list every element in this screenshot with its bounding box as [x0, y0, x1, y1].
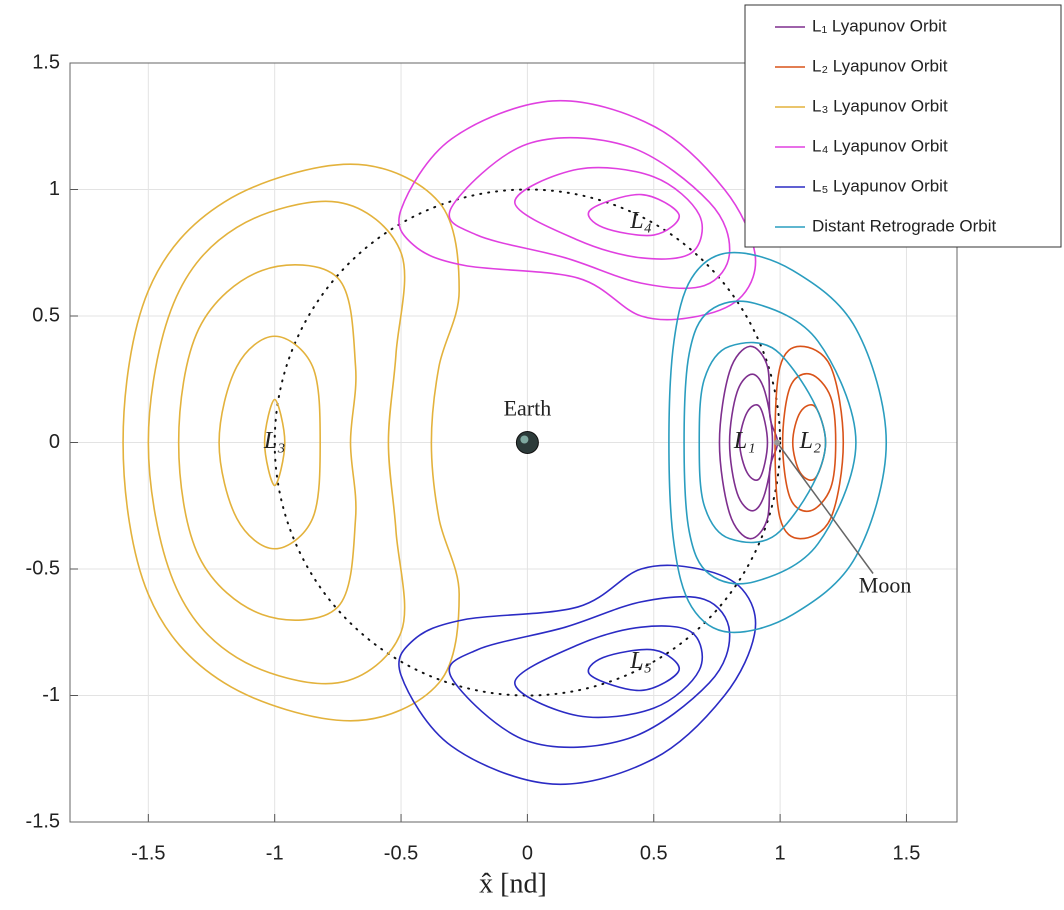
orbit — [398, 564, 757, 786]
x-tick-label: 0.5 — [640, 842, 668, 864]
lagrange-label: L₂ — [799, 428, 822, 454]
reference-circle — [273, 188, 782, 697]
orbit — [263, 398, 286, 487]
x-tick-label: -0.5 — [384, 842, 418, 864]
orbit — [513, 625, 703, 719]
orbit — [698, 341, 827, 544]
leader-line — [776, 442, 874, 574]
orbit — [668, 251, 888, 634]
y-tick-label: -1 — [42, 684, 60, 706]
orbit — [683, 300, 857, 585]
legend-label: L₃ Lyapunov Orbit — [812, 96, 948, 115]
legend-label: Distant Retrograde Orbit — [812, 216, 997, 235]
y-tick-label: 0.5 — [32, 304, 60, 326]
y-tick-label: -1.5 — [26, 810, 60, 832]
lagrange-label: L₄ — [629, 208, 652, 234]
lagrange-label: L₃ — [263, 428, 286, 454]
legend-label: L₁ Lyapunov Orbit — [812, 16, 947, 35]
legend-label: L₂ Lyapunov Orbit — [812, 56, 948, 75]
orbit — [177, 264, 357, 621]
body-label: Earth — [504, 396, 552, 421]
x-axis-label: x̂ [nd] — [479, 868, 547, 899]
orbit — [728, 373, 774, 512]
x-tick-label: 1 — [775, 842, 786, 864]
y-tick-label: 0 — [49, 431, 60, 453]
y-tick-label: 1.5 — [32, 51, 60, 73]
y-tick-label: 1 — [49, 178, 60, 200]
orbit — [738, 404, 769, 481]
x-tick-label: -1.5 — [131, 842, 165, 864]
x-tick-label: 0 — [522, 842, 533, 864]
legend-label: L₅ Lyapunov Orbit — [812, 176, 948, 195]
orbit — [587, 193, 680, 237]
body-label: Moon — [859, 573, 912, 598]
y-tick-label: -0.5 — [26, 557, 60, 579]
legend-box — [744, 4, 1062, 248]
x-tick-label: -1 — [266, 842, 284, 864]
axes-box — [69, 62, 958, 823]
legend-label: L₄ Lyapunov Orbit — [812, 136, 948, 155]
orbit — [218, 335, 321, 550]
lagrange-label: L₁ — [733, 428, 756, 454]
moon — [774, 439, 781, 446]
orbit — [781, 372, 837, 513]
orbit — [448, 136, 731, 290]
orbit — [398, 99, 757, 321]
x-tick-label: 1.5 — [893, 842, 921, 864]
lagrange-label: L₅ — [629, 648, 652, 674]
orbit — [147, 200, 406, 685]
earth-highlight — [520, 435, 529, 444]
orbit — [122, 163, 460, 722]
earth — [515, 431, 539, 454]
orbit — [587, 648, 680, 692]
orbit — [448, 595, 731, 749]
orbit — [774, 345, 845, 540]
orbit — [513, 166, 703, 260]
